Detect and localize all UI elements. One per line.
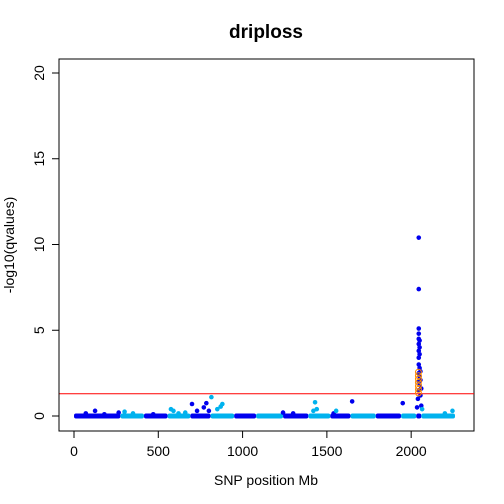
chromosome-band xyxy=(190,413,211,419)
data-point xyxy=(176,411,181,416)
data-point xyxy=(442,411,448,416)
chart-title: driploss xyxy=(229,22,303,43)
data-point xyxy=(450,408,455,414)
y-axis-label: -log10(qvalues) xyxy=(1,197,17,294)
chromosome-band xyxy=(74,413,121,419)
x-tick-label: 0 xyxy=(70,443,78,459)
data-point xyxy=(416,341,422,347)
data-point xyxy=(92,408,98,414)
data-point xyxy=(130,411,136,416)
data-point xyxy=(102,411,107,417)
highlighted-point xyxy=(414,375,422,383)
data-point xyxy=(416,235,422,240)
chromosome-band xyxy=(401,413,417,419)
highlighted-point xyxy=(414,372,422,380)
x-axis-label: SNP position Mb xyxy=(214,472,318,488)
data-point xyxy=(416,362,422,367)
data-point xyxy=(290,411,296,416)
data-point xyxy=(280,410,286,415)
chromosome-band xyxy=(421,413,455,419)
data-point xyxy=(333,408,339,414)
data-point xyxy=(116,410,121,415)
highlighted-point xyxy=(414,382,422,390)
y-tick-label: 20 xyxy=(31,65,47,81)
data-point xyxy=(417,338,422,343)
chromosome-band xyxy=(143,413,168,419)
data-point xyxy=(204,400,209,406)
highlighted-point xyxy=(414,379,422,387)
data-point xyxy=(189,401,195,407)
data-points xyxy=(83,235,455,417)
highlighted-point xyxy=(414,385,422,393)
data-point xyxy=(220,401,225,407)
x-tick-label: 1000 xyxy=(227,443,258,459)
data-point xyxy=(416,348,422,354)
data-point xyxy=(416,355,422,360)
data-point xyxy=(194,408,200,414)
y-tick-label: 10 xyxy=(31,237,47,253)
x-tick-label: 1500 xyxy=(311,443,342,459)
chromosome-band xyxy=(120,413,144,419)
chromosome-band xyxy=(375,413,402,419)
data-point xyxy=(201,405,207,410)
chromosome-bands xyxy=(74,413,455,419)
data-point xyxy=(83,411,89,416)
data-point xyxy=(349,399,355,404)
x-tick-label: 500 xyxy=(147,443,171,459)
data-point xyxy=(214,406,220,412)
data-point xyxy=(416,326,422,331)
data-point xyxy=(414,405,420,410)
data-point xyxy=(419,406,425,412)
data-point xyxy=(400,400,406,406)
data-point xyxy=(209,394,214,400)
data-point xyxy=(417,351,422,357)
chromosome-band xyxy=(256,413,284,419)
x-tick-label: 2000 xyxy=(396,443,427,459)
chromosome-band xyxy=(283,413,309,419)
plot-frame xyxy=(58,58,475,432)
data-point xyxy=(418,403,424,409)
highlighted-points xyxy=(414,368,422,397)
highlighted-point xyxy=(414,389,422,397)
y-tick-label: 0 xyxy=(31,412,47,420)
data-point xyxy=(206,408,212,414)
chromosome-band xyxy=(350,413,376,419)
data-point xyxy=(182,410,188,415)
x-axis: 0 500 1000 1500 2000 xyxy=(70,430,427,459)
chromosome-band xyxy=(210,413,235,419)
data-point xyxy=(150,411,156,417)
y-tick-label: 5 xyxy=(31,326,47,334)
data-point xyxy=(416,286,422,292)
data-point xyxy=(312,399,318,405)
chromosome-band xyxy=(308,413,331,419)
data-point xyxy=(171,408,176,414)
data-point xyxy=(417,345,422,350)
data-point xyxy=(314,406,320,412)
data-point xyxy=(416,331,422,336)
chromosome-band xyxy=(416,413,422,419)
data-point xyxy=(415,396,421,402)
data-point xyxy=(122,409,127,415)
y-axis: 0 5 10 15 20 xyxy=(31,65,60,420)
y-tick-label: 15 xyxy=(31,151,47,167)
highlighted-point xyxy=(414,368,422,376)
chromosome-band xyxy=(234,413,257,419)
